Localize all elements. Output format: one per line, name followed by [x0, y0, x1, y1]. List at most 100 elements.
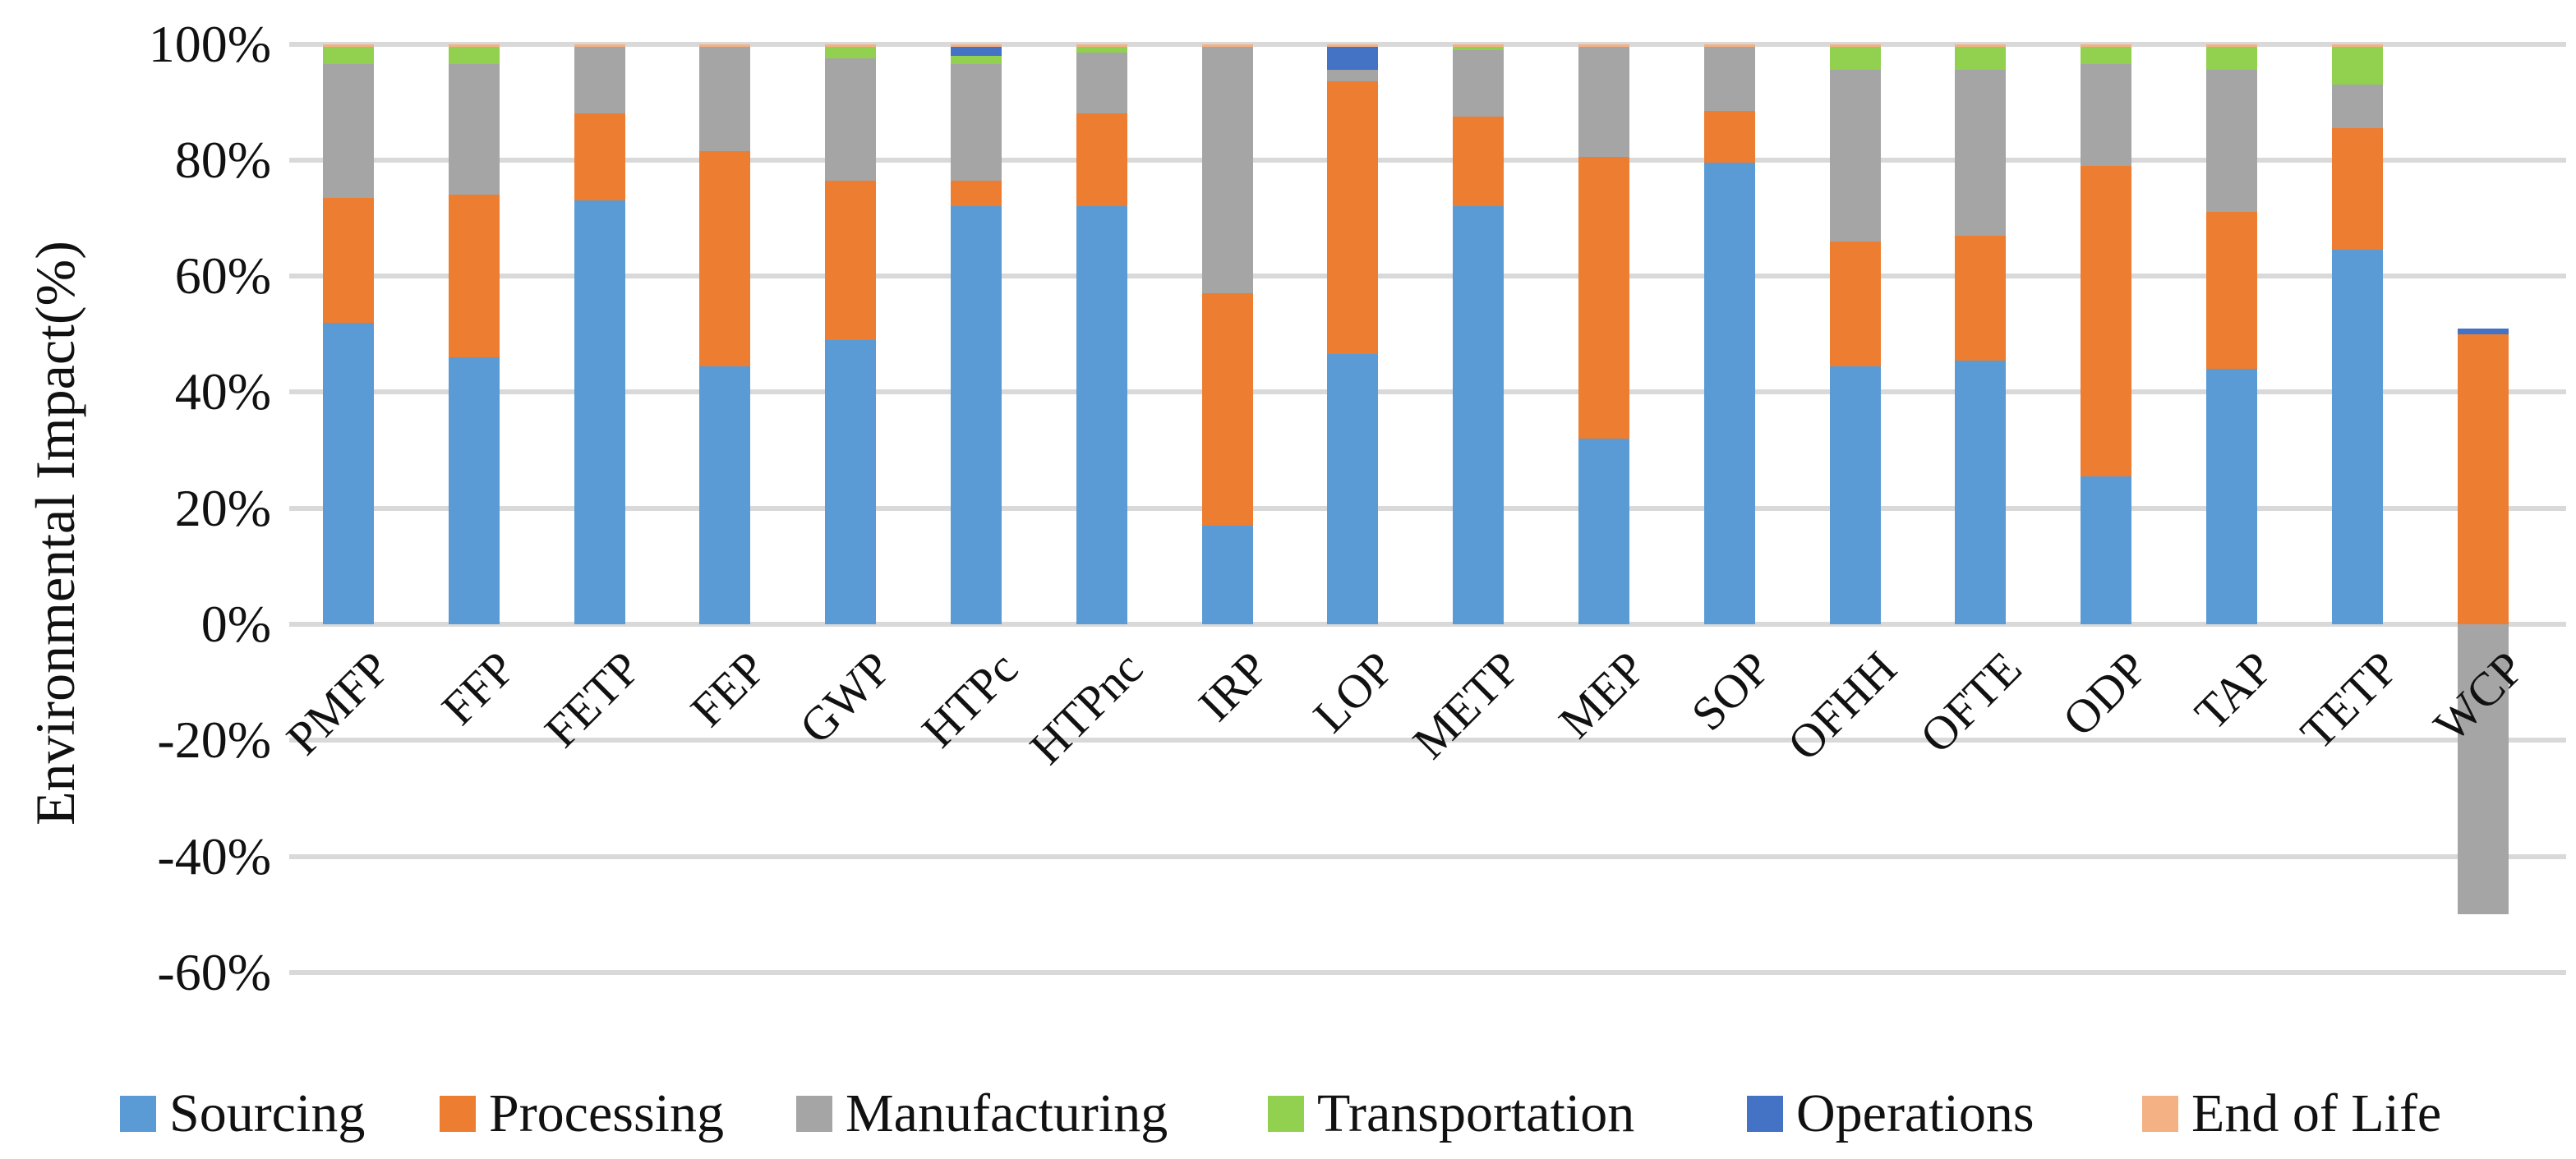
x-category-label-LOP: LOP — [1302, 641, 1404, 743]
bar-segment-operations-LOP — [1327, 47, 1379, 71]
y-tick-label: 100% — [148, 14, 271, 73]
y-tick-label: 80% — [174, 130, 271, 189]
x-category-label-PMFP: PMFP — [275, 641, 400, 766]
bar-segment-manufacturing-FETP — [574, 47, 625, 114]
bar-segment-manufacturing-ODP — [2081, 64, 2132, 166]
bar-segment-end-of-life-MEP — [1578, 44, 1629, 48]
bar-segment-sourcing-FFP — [448, 357, 500, 624]
bar-segment-end-of-life-TETP — [2331, 44, 2383, 48]
bar-segment-sourcing-SOP — [1703, 163, 1755, 624]
gridline — [289, 274, 2566, 279]
bar-segment-end-of-life-PMFP — [323, 44, 374, 48]
x-category-label-OFHH: OFHH — [1776, 641, 1907, 771]
bar-segment-sourcing-MEP — [1578, 438, 1629, 624]
x-category-label-MEP: MEP — [1548, 641, 1656, 748]
bar-segment-end-of-life-SOP — [1703, 44, 1755, 48]
bar-segment-transportation-OFHH — [1829, 47, 1881, 71]
bar-segment-sourcing-FETP — [574, 200, 625, 624]
bar-segment-end-of-life-OFHH — [1829, 44, 1881, 48]
legend-swatch-processing — [440, 1096, 476, 1132]
legend-item-operations: Operations — [1747, 1083, 2035, 1145]
bar-segment-transportation-TAP — [2206, 47, 2257, 71]
bar-segment-processing-METP — [1453, 116, 1505, 207]
bar-segment-processing-PMFP — [323, 197, 374, 323]
x-category-label-HTPnc: HTPnc — [1020, 641, 1154, 775]
bar-segment-manufacturing-FEP — [699, 47, 751, 152]
bar-segment-processing-HTPnc — [1076, 113, 1127, 207]
legend-swatch-operations — [1747, 1096, 1783, 1132]
legend: Sourcing Processing Manufacturing Transport… — [0, 1083, 2576, 1148]
legend-label: Sourcing — [169, 1083, 366, 1143]
bar-segment-manufacturing-METP — [1453, 49, 1505, 117]
bar-segment-manufacturing-OFTE — [1955, 70, 2007, 236]
bar-segment-manufacturing-LOP — [1327, 70, 1379, 82]
y-tick-label: 40% — [174, 362, 271, 421]
y-tick-label: 60% — [174, 246, 271, 306]
gridline — [289, 157, 2566, 163]
gridline — [289, 622, 2566, 627]
bar-segment-transportation-PMFP — [323, 47, 374, 65]
bar-segment-end-of-life-HTPc — [951, 44, 1002, 48]
bar-segment-processing-FETP — [574, 113, 625, 201]
legend-label: Transportation — [1317, 1083, 1635, 1143]
x-category-label-GWP: GWP — [789, 641, 902, 754]
bar-segment-manufacturing-TAP — [2206, 70, 2257, 213]
legend-label: Processing — [489, 1083, 724, 1143]
bar-segment-manufacturing-PMFP — [323, 64, 374, 198]
legend-item-end-of-life: End of Life — [2142, 1083, 2441, 1145]
bar-segment-manufacturing-HTPc — [951, 64, 1002, 181]
bar-segment-manufacturing-MEP — [1578, 47, 1629, 158]
bar-segment-processing-SOP — [1703, 110, 1755, 163]
bar-segment-processing-WCP — [2457, 333, 2509, 624]
bar-segment-processing-FEP — [699, 151, 751, 366]
gridline — [289, 505, 2566, 511]
x-category-label-ODP: ODP — [2052, 641, 2158, 747]
bar-segment-processing-IRP — [1201, 293, 1253, 526]
legend-item-processing: Processing — [440, 1083, 724, 1145]
bar-segment-sourcing-ODP — [2081, 476, 2132, 624]
bar-segment-processing-OFTE — [1955, 235, 2007, 361]
gridline — [289, 969, 2566, 975]
bar-segment-processing-MEP — [1578, 157, 1629, 439]
bar-segment-transportation-FFP — [448, 47, 500, 65]
bar-segment-transportation-TETP — [2331, 47, 2383, 85]
bar-segment-manufacturing-OFHH — [1829, 70, 1881, 241]
y-tick-label: -20% — [157, 711, 271, 770]
bar-segment-end-of-life-OFTE — [1955, 44, 2007, 48]
bar-segment-transportation-HTPnc — [1076, 47, 1127, 53]
bar-segment-end-of-life-ODP — [2081, 44, 2132, 48]
bar-segment-end-of-life-FEP — [699, 44, 751, 48]
bar-segment-sourcing-METP — [1453, 206, 1505, 624]
bar-segment-sourcing-OFTE — [1955, 360, 2007, 624]
bar-segment-end-of-life-GWP — [825, 44, 877, 48]
x-category-label-SOP: SOP — [1681, 641, 1781, 741]
gridline — [289, 41, 2566, 47]
legend-swatch-end-of-life — [2142, 1096, 2178, 1132]
bar-segment-end-of-life-IRP — [1201, 44, 1253, 48]
y-tick-label: -60% — [157, 942, 271, 1001]
y-tick-label: -40% — [157, 826, 271, 885]
bar-segment-sourcing-IRP — [1201, 525, 1253, 624]
bar-segment-processing-FFP — [448, 195, 500, 357]
legend-item-manufacturing: Manufacturing — [796, 1083, 1168, 1145]
bar-segment-manufacturing-TETP — [2331, 84, 2383, 128]
legend-label: End of Life — [2191, 1083, 2442, 1143]
x-category-label-FFP: FFP — [431, 641, 526, 735]
legend-label: Operations — [1796, 1083, 2035, 1143]
bar-segment-transportation-GWP — [825, 47, 877, 59]
bar-segment-transportation-ODP — [2081, 47, 2132, 65]
bar-segment-processing-TETP — [2331, 127, 2383, 251]
bar-segment-end-of-life-HTPnc — [1076, 44, 1127, 48]
bar-segment-processing-GWP — [825, 180, 877, 340]
x-category-label-OFTE: OFTE — [1910, 641, 2032, 764]
x-category-label-IRP: IRP — [1188, 641, 1279, 732]
gridline — [289, 853, 2566, 859]
bar-segment-manufacturing-GWP — [825, 58, 877, 181]
bar-segment-sourcing-HTPnc — [1076, 206, 1127, 624]
legend-item-transportation: Transportation — [1268, 1083, 1634, 1145]
bar-segment-end-of-life-FFP — [448, 44, 500, 48]
bar-segment-end-of-life-FETP — [574, 44, 625, 48]
legend-swatch-manufacturing — [796, 1096, 832, 1132]
y-tick-label: 20% — [174, 478, 271, 537]
